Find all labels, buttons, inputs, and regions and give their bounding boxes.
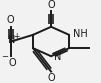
Text: NH: NH: [73, 29, 88, 39]
Text: O: O: [47, 73, 55, 83]
Text: +: +: [13, 32, 20, 41]
Text: N: N: [54, 52, 61, 62]
Text: N: N: [8, 35, 16, 45]
Text: O: O: [8, 58, 16, 68]
Text: O: O: [47, 0, 55, 10]
Text: O: O: [6, 15, 14, 25]
Text: −: −: [1, 52, 8, 61]
